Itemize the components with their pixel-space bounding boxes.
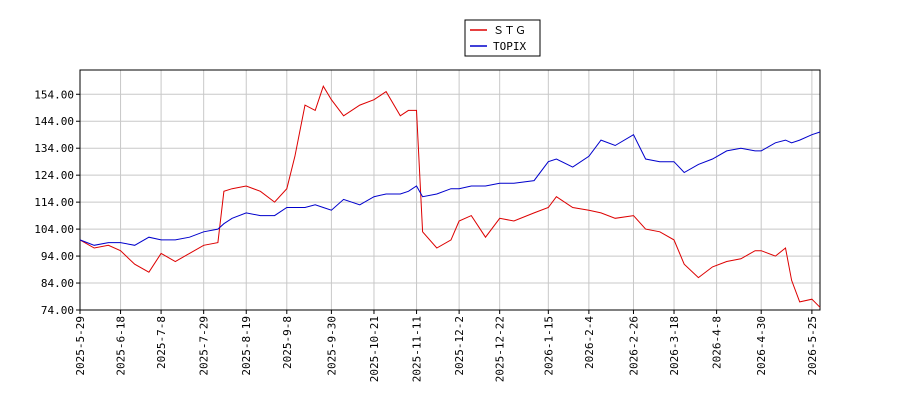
x-tick-label: 2025-12-2 xyxy=(453,316,466,376)
x-tick-label: 2025-5-29 xyxy=(74,316,87,376)
x-tick-label: 2026-1-15 xyxy=(542,316,555,376)
x-tick-label: 2026-5-25 xyxy=(806,316,819,376)
x-tick-label: 2025-7-8 xyxy=(155,316,168,369)
x-tick-label: 2026-2-26 xyxy=(627,316,640,376)
x-tick-label: 2026-4-8 xyxy=(711,316,724,369)
legend-box xyxy=(464,19,541,57)
y-tick-label: 104.00 xyxy=(34,223,74,236)
legend-label: TOPIX xyxy=(493,40,526,53)
x-tick-label: 2025-12-22 xyxy=(494,316,507,382)
x-tick-label: 2025-11-11 xyxy=(411,316,424,382)
x-tick-label: 2026-2-4 xyxy=(583,316,596,369)
y-tick-label: 94.00 xyxy=(41,250,74,263)
x-tick-label: 2025-9-30 xyxy=(325,316,338,376)
x-tick-label: 2025-6-18 xyxy=(115,316,128,376)
x-tick-label: 2025-7-29 xyxy=(198,316,211,376)
legend-label: ＳＴＧ xyxy=(493,24,526,37)
plot-frame xyxy=(79,69,821,311)
y-tick-label: 124.00 xyxy=(34,169,74,182)
x-tick-label: 2026-4-30 xyxy=(755,316,768,376)
x-tick-label: 2025-8-19 xyxy=(240,316,253,376)
y-tick-label: 84.00 xyxy=(41,277,74,290)
y-tick-label: 134.00 xyxy=(34,142,74,155)
x-tick-label: 2026-3-18 xyxy=(668,316,681,376)
y-tick-label: 74.00 xyxy=(41,304,74,317)
y-tick-label: 114.00 xyxy=(34,196,74,209)
x-tick-label: 2025-9-8 xyxy=(281,316,294,369)
series-line xyxy=(79,131,821,246)
series-line xyxy=(79,85,821,308)
x-tick-label: 2025-10-21 xyxy=(368,316,381,382)
y-tick-label: 154.00 xyxy=(34,88,74,101)
y-tick-label: 144.00 xyxy=(34,115,74,128)
